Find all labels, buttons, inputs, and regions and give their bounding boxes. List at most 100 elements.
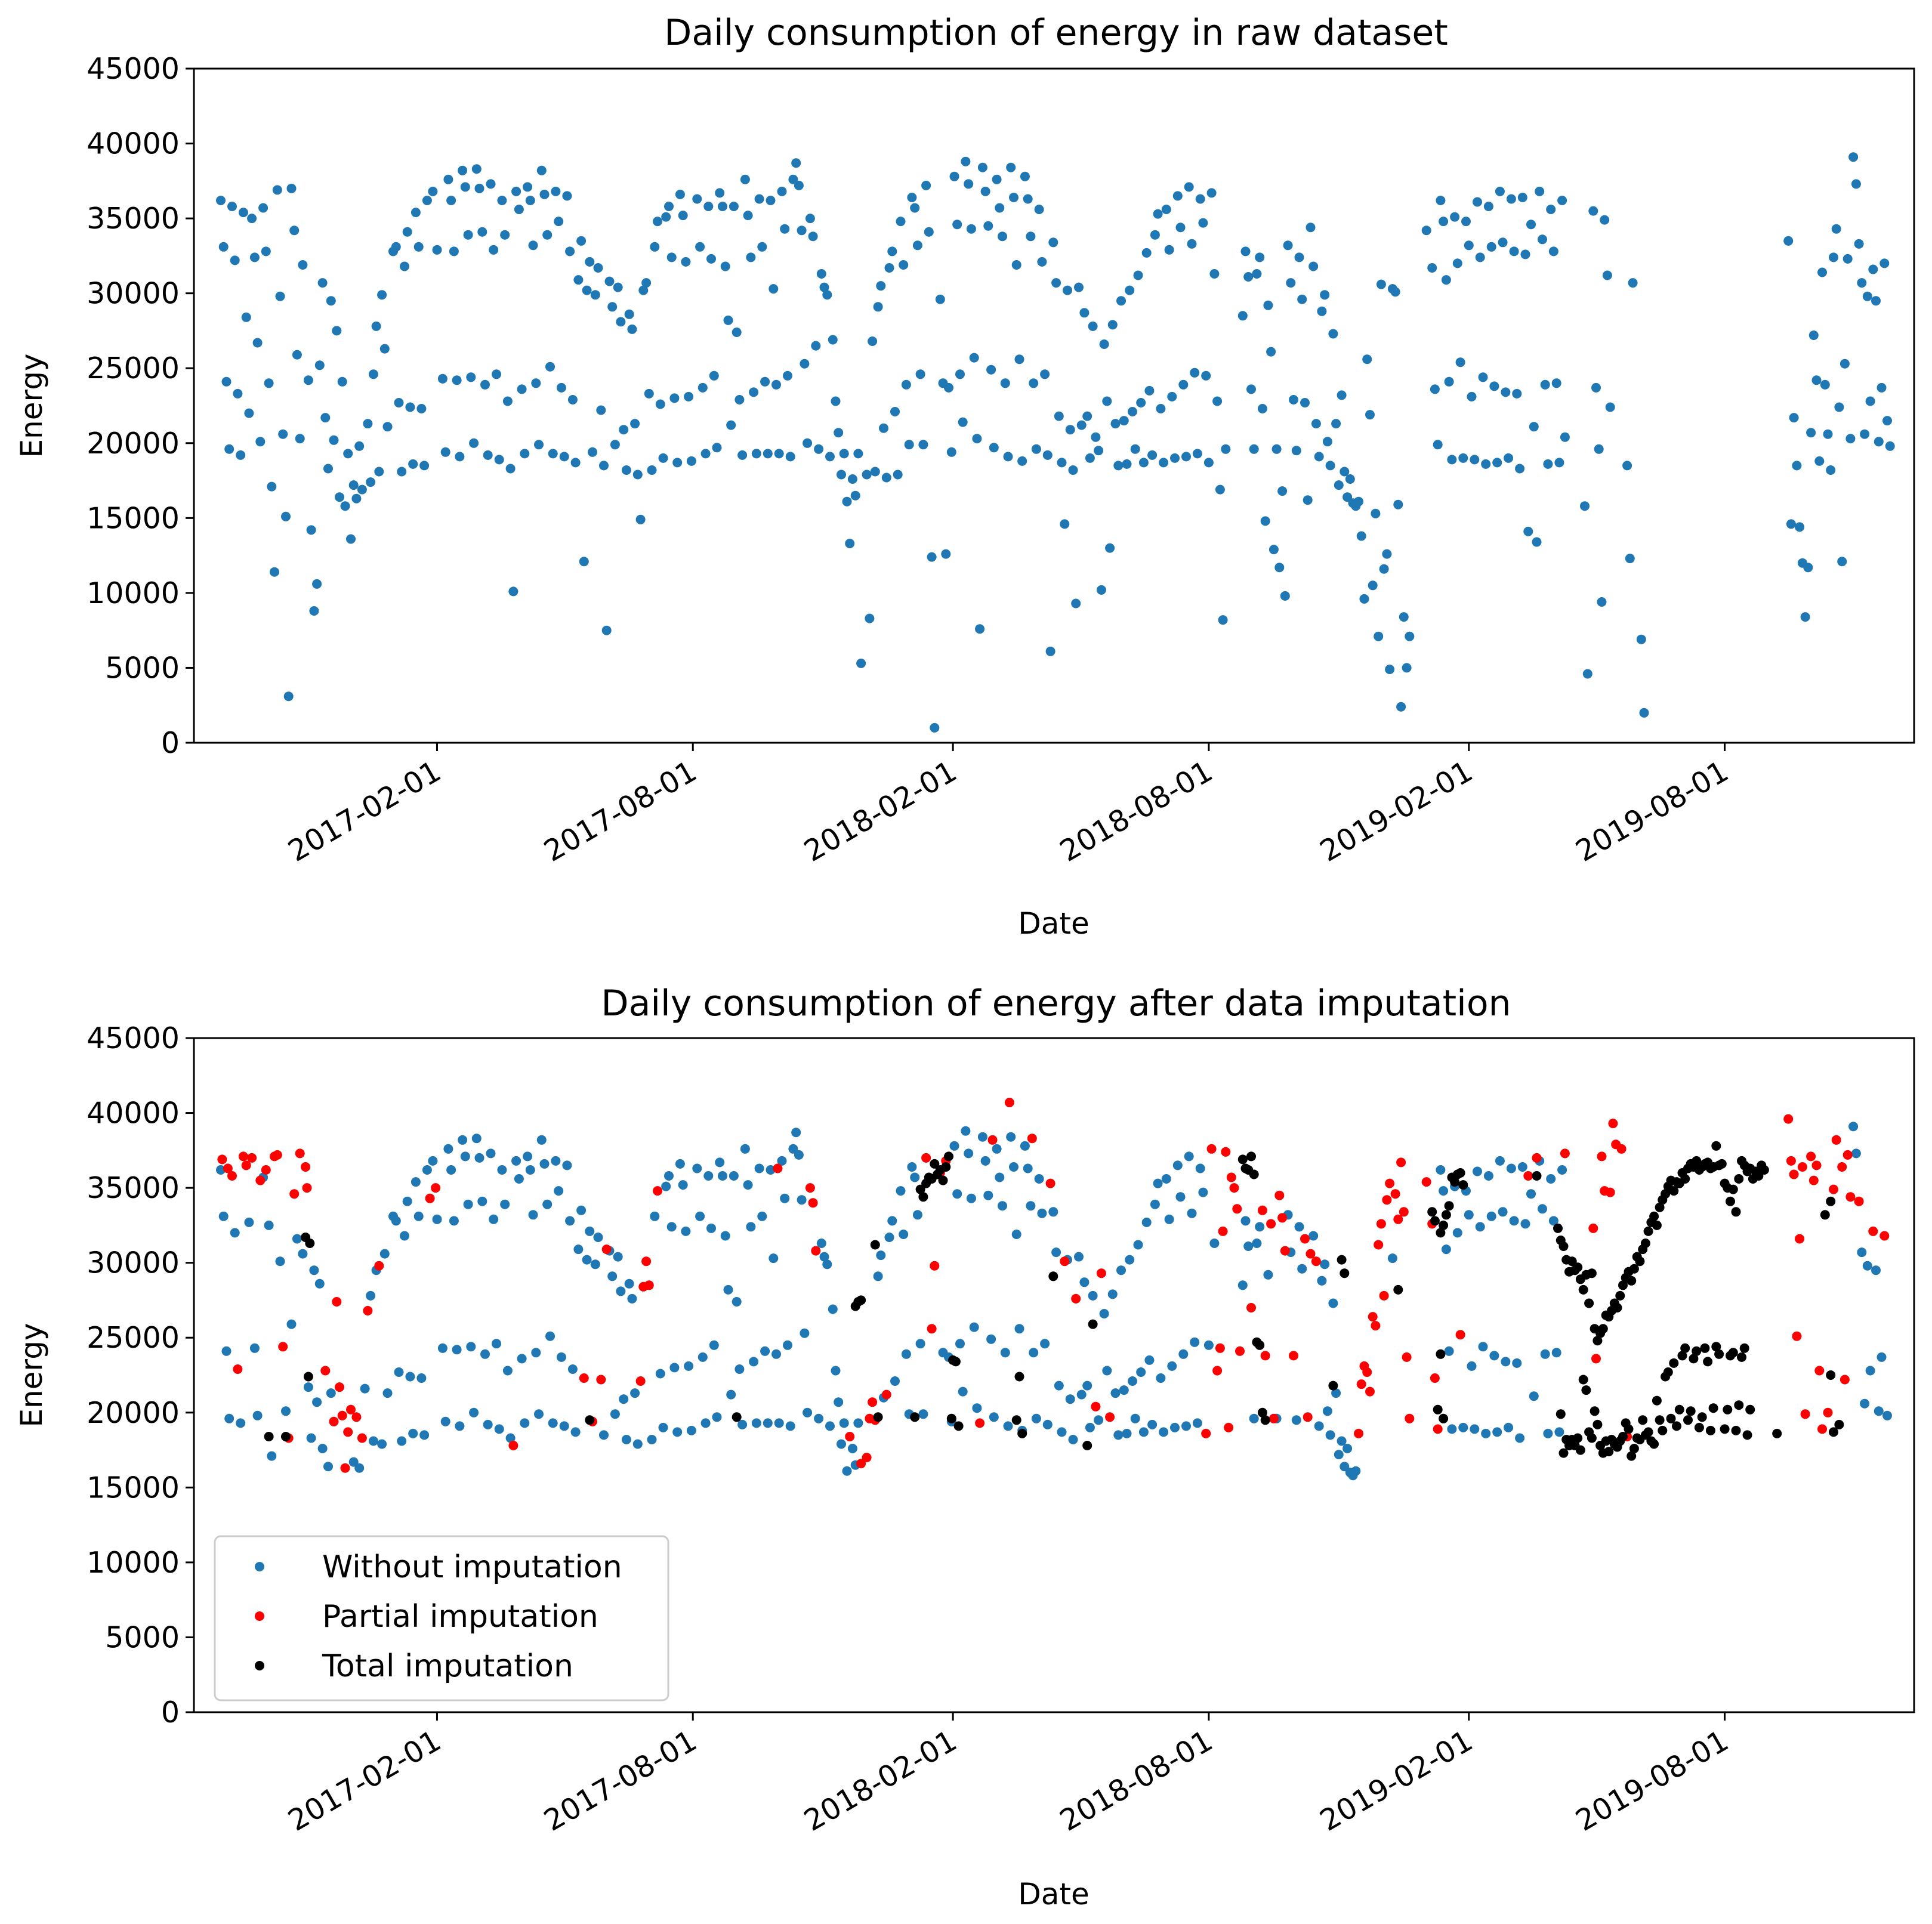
- data-point: [1042, 450, 1053, 460]
- data-point: [1175, 223, 1186, 233]
- data-point: [953, 1421, 964, 1431]
- data-point: [348, 480, 359, 490]
- data-point: [918, 1192, 928, 1202]
- data-point: [1393, 1214, 1403, 1224]
- data-point: [1526, 1189, 1536, 1199]
- data-point: [1458, 1180, 1468, 1190]
- data-point: [1249, 1169, 1259, 1179]
- data-point: [1885, 441, 1895, 451]
- data-point: [1147, 450, 1158, 460]
- data-point: [525, 196, 535, 205]
- data-point: [1198, 1187, 1208, 1197]
- data-point: [1592, 1419, 1603, 1429]
- data-point: [1475, 1222, 1485, 1232]
- data-point: [695, 242, 705, 252]
- data-point: [1826, 1196, 1836, 1206]
- data-point: [777, 1156, 787, 1166]
- data-point: [1107, 1289, 1118, 1299]
- data-point: [1034, 1174, 1044, 1184]
- data-point: [992, 174, 1002, 184]
- data-point: [1538, 1204, 1547, 1214]
- data-point: [635, 514, 646, 524]
- data-point: [1184, 182, 1194, 192]
- data-point: [1192, 1418, 1202, 1428]
- data-point: [539, 1159, 550, 1169]
- data-point: [785, 1421, 795, 1431]
- data-point: [1187, 239, 1197, 249]
- data-point: [1450, 1177, 1460, 1187]
- data-point: [1441, 1244, 1451, 1255]
- data-point: [850, 490, 860, 501]
- data-point: [1557, 1165, 1567, 1175]
- data-point: [669, 393, 680, 403]
- data-point: [870, 467, 880, 477]
- data-point: [621, 1435, 631, 1444]
- data-point: [261, 246, 271, 257]
- data-point: [734, 1364, 745, 1374]
- data-point: [1390, 1189, 1400, 1199]
- data-point: [1144, 1355, 1155, 1365]
- data-point: [1658, 1425, 1668, 1435]
- data-point: [904, 440, 914, 450]
- data-point: [1167, 1361, 1177, 1371]
- data-point: [624, 1278, 634, 1289]
- data-point: [952, 220, 962, 230]
- data-point: [1337, 1436, 1347, 1446]
- data-point: [1130, 1413, 1140, 1423]
- data-point: [961, 1126, 971, 1136]
- data-point: [1728, 1184, 1738, 1194]
- data-point: [709, 370, 719, 381]
- chart-title: Daily consumption of energy after data i…: [601, 983, 1511, 1024]
- data-point: [893, 470, 903, 480]
- data-point: [449, 246, 459, 257]
- data-point: [394, 398, 404, 407]
- data-point: [357, 484, 367, 495]
- data-point: [1314, 452, 1324, 462]
- data-point: [1237, 1280, 1248, 1290]
- data-point: [910, 1172, 920, 1182]
- data-point: [1263, 1270, 1273, 1280]
- data-point: [1436, 1165, 1446, 1175]
- data-point: [1004, 1098, 1014, 1107]
- data-point: [763, 449, 773, 459]
- data-point: [236, 1418, 246, 1428]
- data-point: [1444, 1346, 1454, 1356]
- data-point: [845, 539, 855, 548]
- data-point: [1300, 1234, 1310, 1244]
- data-point: [1592, 1336, 1603, 1346]
- data-point: [1728, 1348, 1738, 1358]
- data-point: [295, 1148, 305, 1159]
- y-tick-label: 40000: [87, 1097, 180, 1131]
- data-point: [1652, 1220, 1662, 1230]
- data-point: [1138, 1427, 1149, 1437]
- data-point: [1478, 372, 1488, 382]
- data-point: [437, 1343, 447, 1353]
- data-point: [314, 360, 325, 370]
- data-point: [1680, 1174, 1690, 1184]
- data-point: [511, 186, 521, 196]
- data-point: [1470, 1424, 1480, 1434]
- data-point: [305, 1239, 315, 1248]
- data-point: [1257, 404, 1267, 413]
- data-point: [1556, 1409, 1566, 1419]
- data-point: [1683, 1415, 1693, 1425]
- data-point: [686, 1425, 696, 1435]
- data-point: [672, 1427, 683, 1437]
- data-point: [666, 1222, 677, 1232]
- data-point: [249, 252, 260, 262]
- data-point: [1882, 1410, 1892, 1420]
- data-point: [1023, 1163, 1033, 1173]
- data-point: [497, 1165, 507, 1175]
- data-point: [1789, 413, 1799, 423]
- data-point: [1243, 272, 1254, 282]
- data-point: [1452, 1228, 1462, 1238]
- data-point: [437, 373, 447, 384]
- legend-marker-total-imputation: [255, 1661, 264, 1670]
- data-point: [743, 211, 753, 221]
- data-point: [264, 378, 274, 388]
- data-point: [915, 1184, 925, 1194]
- data-point: [1700, 1343, 1710, 1353]
- data-point: [847, 1444, 857, 1453]
- data-point: [1082, 1441, 1092, 1450]
- data-point: [723, 315, 733, 325]
